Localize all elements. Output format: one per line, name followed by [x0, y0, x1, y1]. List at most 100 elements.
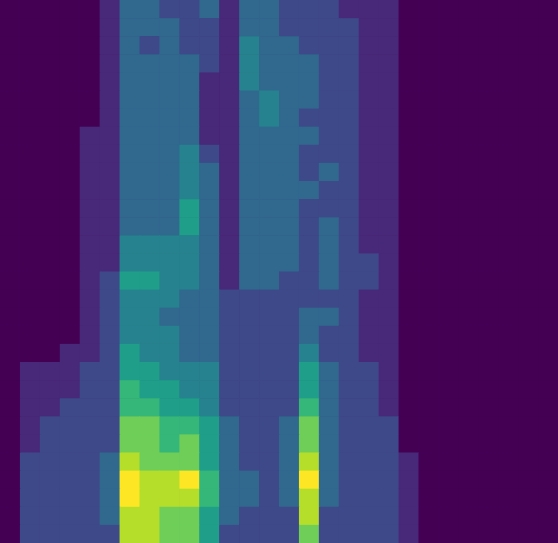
heatmap-cell [100, 36, 121, 55]
heatmap-cell [498, 398, 519, 417]
heatmap-cell [498, 380, 519, 399]
heatmap-cell [20, 398, 41, 417]
heatmap-cell [100, 290, 121, 309]
heatmap-cell [20, 434, 41, 453]
heatmap-cell [80, 54, 101, 73]
heatmap-cell [259, 434, 280, 453]
heatmap-cell [120, 253, 141, 272]
heatmap-cell [179, 471, 200, 490]
heatmap-cell [0, 525, 21, 543]
heatmap-cell [359, 290, 380, 309]
heatmap-cell [538, 217, 558, 236]
heatmap-cell [399, 290, 420, 309]
heatmap-cell [239, 181, 260, 200]
heatmap-cell [399, 434, 420, 453]
heatmap-cell [219, 181, 240, 200]
heatmap-cell [239, 217, 260, 236]
heatmap-cell [40, 54, 61, 73]
heatmap-cell [100, 72, 121, 91]
heatmap-cell [40, 127, 61, 146]
heatmap-cell [299, 72, 320, 91]
heatmap-cell [498, 308, 519, 327]
heatmap-cell [279, 507, 300, 526]
heatmap-cell [120, 398, 141, 417]
heatmap-cell [0, 91, 21, 110]
heatmap-cell [239, 235, 260, 254]
heatmap-cell [498, 253, 519, 272]
heatmap-cell [518, 434, 539, 453]
heatmap-cell [159, 0, 180, 19]
heatmap-cell [279, 0, 300, 19]
heatmap-cell [159, 453, 180, 472]
heatmap-cell [518, 145, 539, 164]
heatmap-cell [399, 380, 420, 399]
heatmap-cell [538, 308, 558, 327]
heatmap-cell [319, 163, 340, 182]
heatmap-cell [399, 471, 420, 490]
heatmap-cell [339, 344, 360, 363]
heatmap-cell [219, 290, 240, 309]
heatmap-cell [379, 199, 400, 218]
heatmap-cell [179, 72, 200, 91]
heatmap-cell [438, 163, 459, 182]
heatmap-cell [538, 398, 558, 417]
heatmap-cell [199, 489, 220, 508]
heatmap-cell [319, 362, 340, 381]
heatmap-cell [279, 308, 300, 327]
heatmap-cell [299, 272, 320, 291]
heatmap-cell [199, 434, 220, 453]
heatmap-cell [120, 471, 141, 490]
heatmap-cell [219, 471, 240, 490]
heatmap-cell [339, 398, 360, 417]
heatmap-cell [379, 163, 400, 182]
heatmap-cell [219, 72, 240, 91]
heatmap-cell [40, 235, 61, 254]
heatmap-cell [438, 145, 459, 164]
heatmap-cell [0, 344, 21, 363]
heatmap-cell [140, 326, 161, 345]
heatmap-cell [259, 145, 280, 164]
heatmap-cell [518, 91, 539, 110]
heatmap-cell [339, 525, 360, 543]
heatmap-cell [518, 163, 539, 182]
heatmap-cell [498, 507, 519, 526]
heatmap-cell [80, 91, 101, 110]
heatmap-cell [159, 181, 180, 200]
heatmap-cell [478, 272, 499, 291]
heatmap-cell [478, 398, 499, 417]
heatmap-cell [319, 36, 340, 55]
heatmap-cell [438, 344, 459, 363]
heatmap-cell [219, 507, 240, 526]
heatmap-cell [40, 18, 61, 37]
heatmap-cell [359, 145, 380, 164]
heatmap-cell [140, 199, 161, 218]
heatmap-cell [80, 253, 101, 272]
heatmap-cell [100, 253, 121, 272]
heatmap-cell [279, 18, 300, 37]
heatmap-cell [120, 109, 141, 128]
heatmap-cell [339, 127, 360, 146]
heatmap-cell [458, 398, 479, 417]
heatmap-cell [80, 272, 101, 291]
heatmap-cell [259, 91, 280, 110]
heatmap-cell [239, 308, 260, 327]
heatmap-cell [179, 91, 200, 110]
heatmap-cell [379, 181, 400, 200]
heatmap-cell [120, 362, 141, 381]
heatmap-cell [339, 199, 360, 218]
heatmap-cell [359, 489, 380, 508]
heatmap-cell [538, 72, 558, 91]
heatmap-cell [478, 326, 499, 345]
heatmap-cell [478, 54, 499, 73]
heatmap-cell [299, 0, 320, 19]
heatmap-cell [518, 18, 539, 37]
heatmap-cell [0, 217, 21, 236]
heatmap-cell [60, 398, 81, 417]
heatmap-cell [259, 344, 280, 363]
heatmap-cell [498, 54, 519, 73]
heatmap-cell [438, 127, 459, 146]
heatmap-cell [399, 416, 420, 435]
heatmap-cell [0, 36, 21, 55]
heatmap-cell [458, 217, 479, 236]
heatmap-cell [239, 489, 260, 508]
